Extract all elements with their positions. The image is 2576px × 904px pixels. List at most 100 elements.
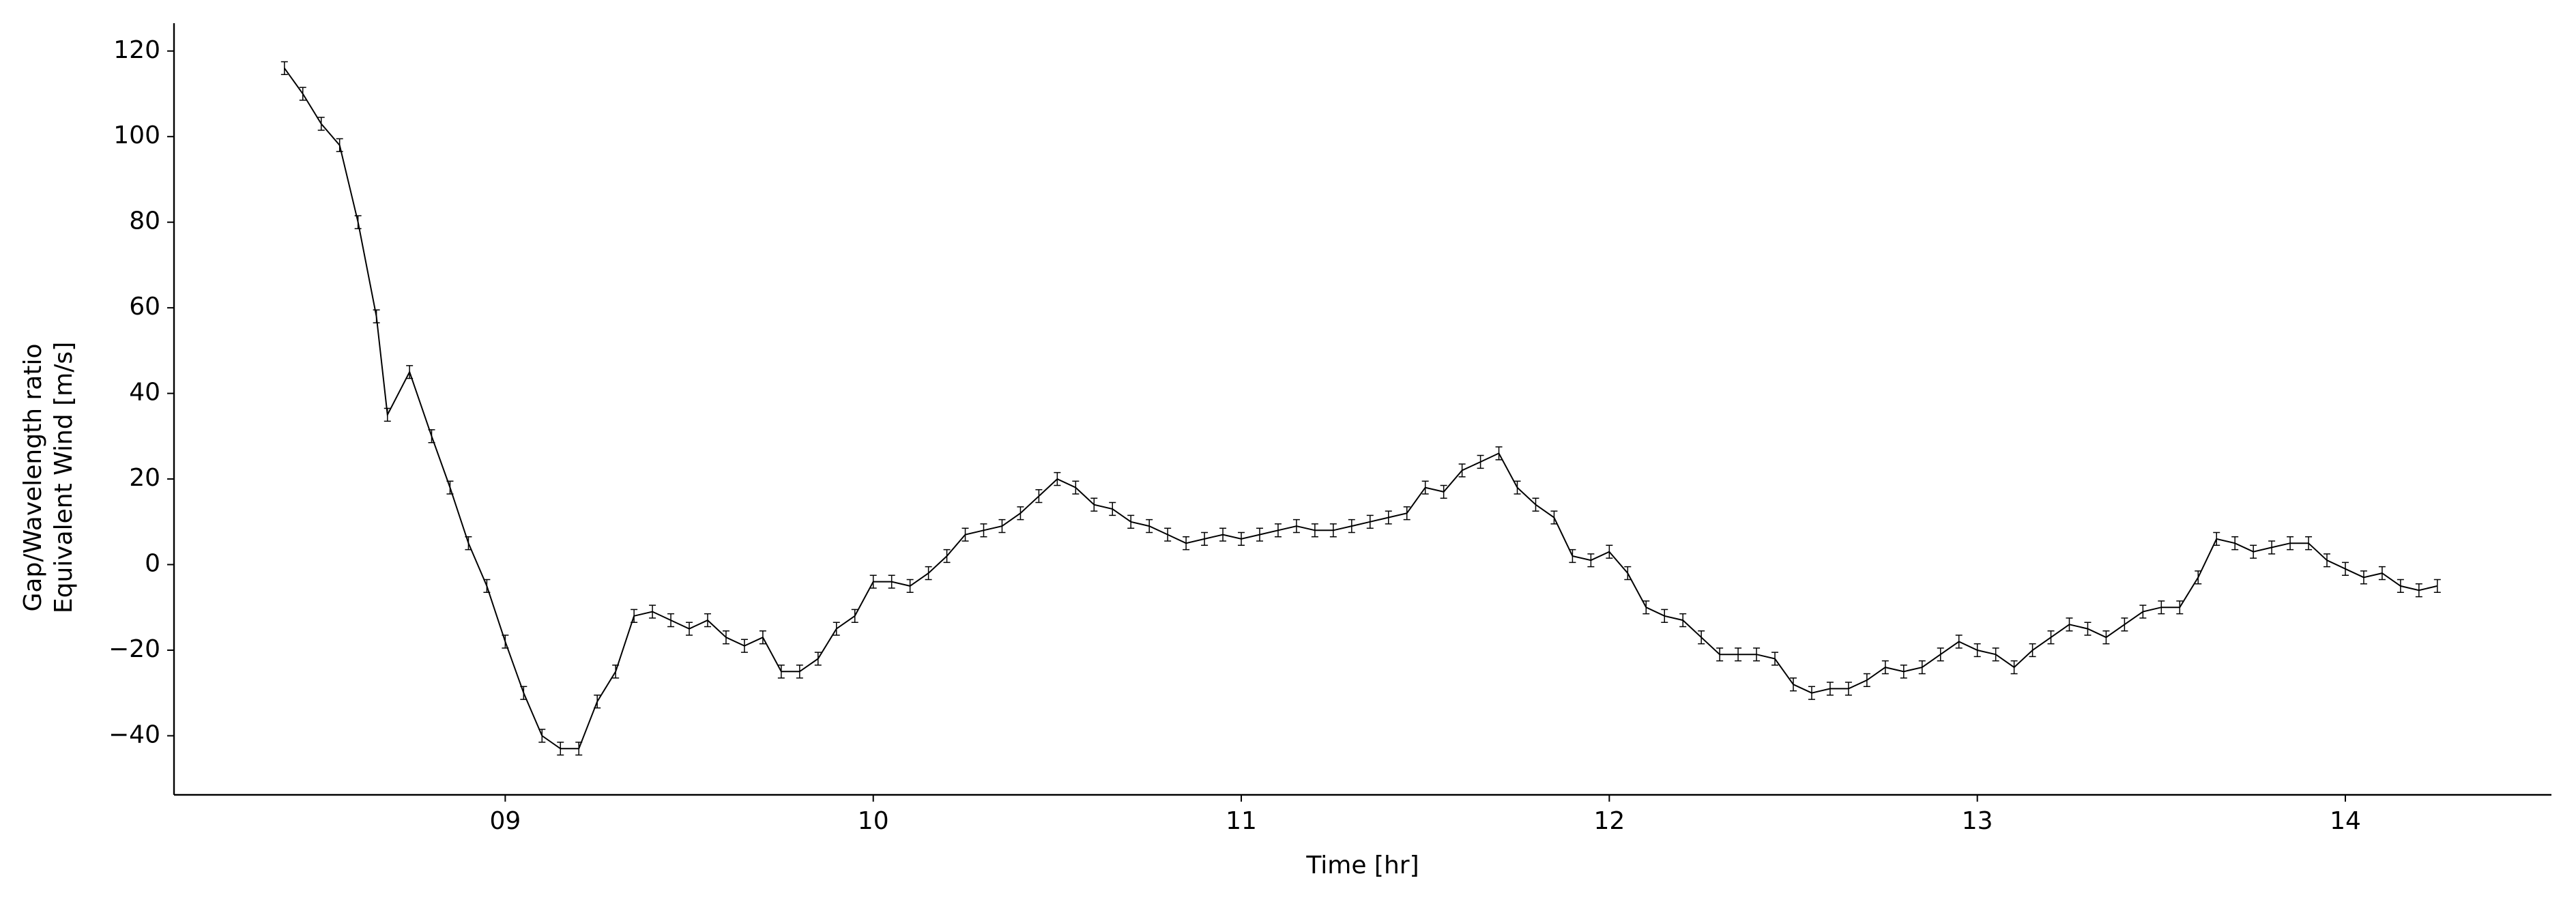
error-bar xyxy=(1366,514,1374,529)
error-bar xyxy=(796,665,803,679)
error-bar xyxy=(1035,489,1043,504)
error-bar xyxy=(1587,553,1595,568)
error-bar xyxy=(943,549,951,564)
y-tick-label: 120 xyxy=(113,36,160,64)
error-bar xyxy=(2121,617,2128,632)
error-bar xyxy=(667,613,675,628)
error-bar xyxy=(1256,527,1263,542)
error-bar xyxy=(833,622,840,636)
error-bar xyxy=(2102,630,2110,645)
error-bar xyxy=(538,729,546,743)
x-tick-label: 11 xyxy=(1226,807,1257,835)
error-bar xyxy=(299,87,306,101)
error-bar xyxy=(869,574,877,589)
error-bar xyxy=(373,309,380,323)
error-bar xyxy=(1624,566,1632,581)
error-bar xyxy=(1495,446,1503,461)
error-bar xyxy=(502,635,509,649)
error-bar xyxy=(1698,630,1705,645)
error-bar xyxy=(1606,544,1613,559)
error-bar xyxy=(1937,647,1944,662)
error-bar xyxy=(1735,647,1742,662)
error-bar xyxy=(1642,600,1650,615)
x-tick-label: 10 xyxy=(858,807,889,835)
error-bar xyxy=(2010,660,2018,675)
error-bar xyxy=(1054,471,1061,486)
error-bar xyxy=(2378,566,2386,581)
error-bar xyxy=(1844,682,1852,696)
error-bar xyxy=(1458,463,1466,478)
error-bar xyxy=(406,365,414,379)
error-bar xyxy=(465,536,472,551)
error-bar xyxy=(1072,480,1080,495)
error-bar xyxy=(1477,454,1484,469)
error-bar xyxy=(1863,673,1870,688)
error-bar xyxy=(1146,519,1153,534)
error-bar xyxy=(2360,570,2367,585)
error-bar xyxy=(483,579,491,594)
error-bar xyxy=(2397,579,2404,594)
error-bar xyxy=(777,665,785,679)
error-bar xyxy=(383,407,391,422)
error-bar xyxy=(631,609,638,623)
error-bar xyxy=(1955,635,1963,649)
error-bar xyxy=(2250,544,2257,559)
y-tick-label: 40 xyxy=(129,379,160,407)
y-tick-label: 80 xyxy=(129,207,160,235)
error-bar xyxy=(1385,510,1392,525)
error-bar xyxy=(2047,630,2055,645)
error-bar xyxy=(2305,536,2313,551)
error-bar xyxy=(2195,570,2202,585)
error-bar xyxy=(1421,480,1429,495)
error-bar xyxy=(1127,514,1135,529)
error-bar xyxy=(2176,600,2184,615)
error-bar xyxy=(280,61,288,76)
error-bar xyxy=(1348,519,1355,534)
error-bar xyxy=(1274,523,1282,538)
error-bar xyxy=(740,639,748,653)
x-tick-label: 09 xyxy=(489,807,521,835)
error-bar xyxy=(1219,527,1227,542)
error-bar xyxy=(520,686,527,700)
error-bar xyxy=(1329,523,1337,538)
error-bar xyxy=(1550,510,1558,525)
error-bar xyxy=(1201,531,1209,546)
error-bar xyxy=(557,742,564,756)
error-bar xyxy=(2139,604,2147,619)
y-tick-label: 60 xyxy=(129,293,160,321)
error-bar xyxy=(1716,647,1724,662)
data-line xyxy=(283,68,2438,750)
error-bar xyxy=(2158,600,2165,615)
error-bar xyxy=(2324,553,2331,568)
error-bar xyxy=(354,215,362,229)
y-tick-label: 100 xyxy=(113,121,160,149)
error-bar xyxy=(906,579,914,594)
error-bar xyxy=(1238,531,1245,546)
error-bar xyxy=(1918,660,1926,675)
error-bar xyxy=(2213,531,2220,546)
error-bar xyxy=(446,480,454,495)
error-bar xyxy=(1900,665,1907,679)
error-bar xyxy=(1771,652,1779,666)
error-bar xyxy=(649,604,656,619)
error-bar xyxy=(1292,519,1300,534)
error-bar xyxy=(686,622,693,636)
error-bar xyxy=(1532,497,1539,512)
error-bar xyxy=(2341,562,2349,576)
error-bar xyxy=(759,630,766,645)
error-bar xyxy=(1661,609,1668,623)
error-bar xyxy=(1440,484,1447,499)
y-tick-label: −20 xyxy=(108,635,160,663)
error-bar xyxy=(1992,647,1999,662)
error-bar xyxy=(1514,480,1521,495)
error-bar xyxy=(1311,523,1318,538)
error-bar xyxy=(1753,647,1761,662)
error-bar xyxy=(2287,536,2294,551)
error-bar xyxy=(594,695,601,709)
error-bar xyxy=(1569,549,1576,564)
error-bar xyxy=(2433,579,2441,594)
error-bar xyxy=(2066,617,2073,632)
error-bar xyxy=(1881,660,1889,675)
error-bar xyxy=(925,566,932,581)
